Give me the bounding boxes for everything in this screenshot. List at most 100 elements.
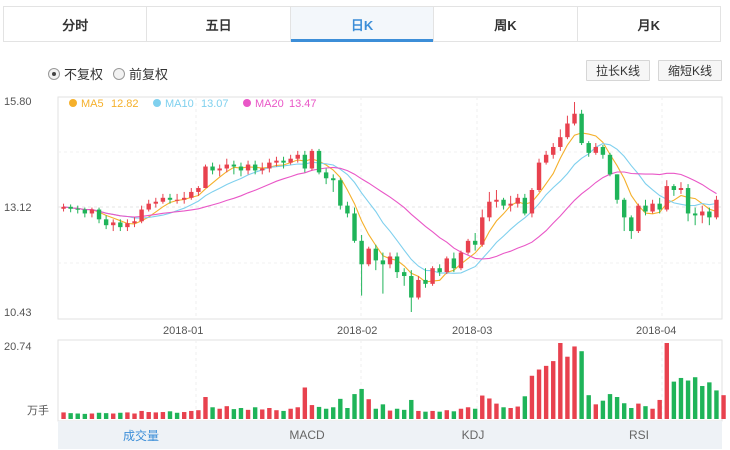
tab-daily-k[interactable]: 日K [290,7,435,42]
candle-body [678,188,684,190]
volume-bar [352,394,357,419]
volume-bar [75,413,80,419]
volume-bar [401,409,407,419]
y-tick-label: 13.12 [4,202,32,214]
ma20-legend-label: MA20 [255,98,284,110]
candle-body [380,260,386,265]
volume-bar [295,407,300,419]
volume-bar [366,399,371,419]
volume-bar [451,411,457,419]
candle-body [586,143,591,153]
radio-forward-adjust[interactable]: 前复权 [113,64,168,83]
volume-bar [217,408,222,419]
candle-body [579,113,584,144]
candle-body [650,203,655,212]
candle-body [707,211,712,218]
volume-bar [181,412,187,419]
x-tick-label: 2018-02 [337,325,377,337]
y-tick-label: 10.43 [4,307,32,319]
candle-body [480,217,485,245]
volume-bar [252,407,258,419]
candle-body [125,223,130,228]
volume-bar [139,410,144,419]
volume-bar [111,413,116,419]
candle-body [68,206,73,209]
candle-body [111,222,116,226]
volume-bar [331,407,336,419]
volume-bar [501,407,506,419]
radio-unchecked-icon[interactable] [113,67,126,80]
candle-body [416,279,421,298]
ma5-legend-value: 12.82 [111,98,139,110]
ma-legend: MA5 12.82 MA10 13.07 MA20 13.47 [69,98,317,110]
candle-body [565,123,570,138]
candle-body [543,154,549,163]
volume-bar [146,412,151,419]
candle-body [472,240,478,245]
indicator-tabs: 成交量 MACD KDJ RSI [58,421,722,449]
tab-kdj[interactable]: KDJ [461,428,485,442]
radio-no-adjust-label: 不复权 [64,67,104,82]
candle-body [366,248,371,265]
candle-body [700,211,705,216]
candle-body [167,197,173,200]
volume-bar [579,351,584,419]
tab-monthly-k[interactable]: 月K [637,17,661,33]
radio-checked-icon[interactable] [48,67,60,80]
candle-body [189,191,194,198]
volume-bar [465,407,471,419]
candle-body [139,209,144,222]
volume-bar [387,410,393,419]
candle-body [458,252,464,269]
candle-body [636,205,641,232]
candle-body [224,164,229,169]
x-tick-label: 2018-04 [636,325,676,337]
candle-body [487,201,492,218]
candle-body [75,208,80,210]
tab-weekly-k[interactable]: 周K [434,7,578,41]
tab-rsi[interactable]: RSI [628,428,649,442]
volume-bar [245,409,251,419]
volume-bar [118,412,123,419]
candle-body [295,154,300,159]
volume-bar [536,369,542,419]
volume-bar [309,405,315,419]
candle-body [714,199,719,218]
stretch-k-line-button[interactable]: 拉长K线 [586,60,651,81]
tab-five-day[interactable]: 五日 [147,7,291,41]
volume-bar [409,399,414,419]
candle-body [572,113,577,124]
volume-bar [714,390,719,419]
tab-intraday[interactable]: 分时 [4,7,148,41]
candle-body [82,209,88,214]
volume-bar [82,413,88,419]
candle-body [529,189,535,214]
shrink-k-line-button[interactable]: 缩短K线 [658,60,723,81]
ma20-line [63,166,717,260]
volume-bar [572,346,577,419]
radio-no-adjust[interactable]: 不复权 [48,64,103,83]
volume-bar [345,408,350,419]
candle-body [210,166,215,171]
candle-body [430,268,435,284]
tab-macd[interactable]: MACD [289,428,325,442]
x-tick-label: 2018-01 [163,325,203,337]
candle-body [89,209,95,214]
candle-body [338,180,343,206]
volume-bar [338,398,343,419]
candle-body [551,146,556,155]
candle-body [203,166,208,189]
volume-unit-label: 万手 [27,403,49,417]
candle-body [316,150,322,173]
ma5-legend-dot [69,99,77,107]
candle-body [345,205,350,214]
candle-body [394,256,400,273]
volume-bar [643,406,648,419]
volume-bar [472,408,478,419]
volume-bar [103,413,109,419]
candle-body [302,154,308,169]
volume-bar [210,407,215,419]
candle-body [522,197,528,214]
tab-volume[interactable]: 成交量 [122,428,159,443]
